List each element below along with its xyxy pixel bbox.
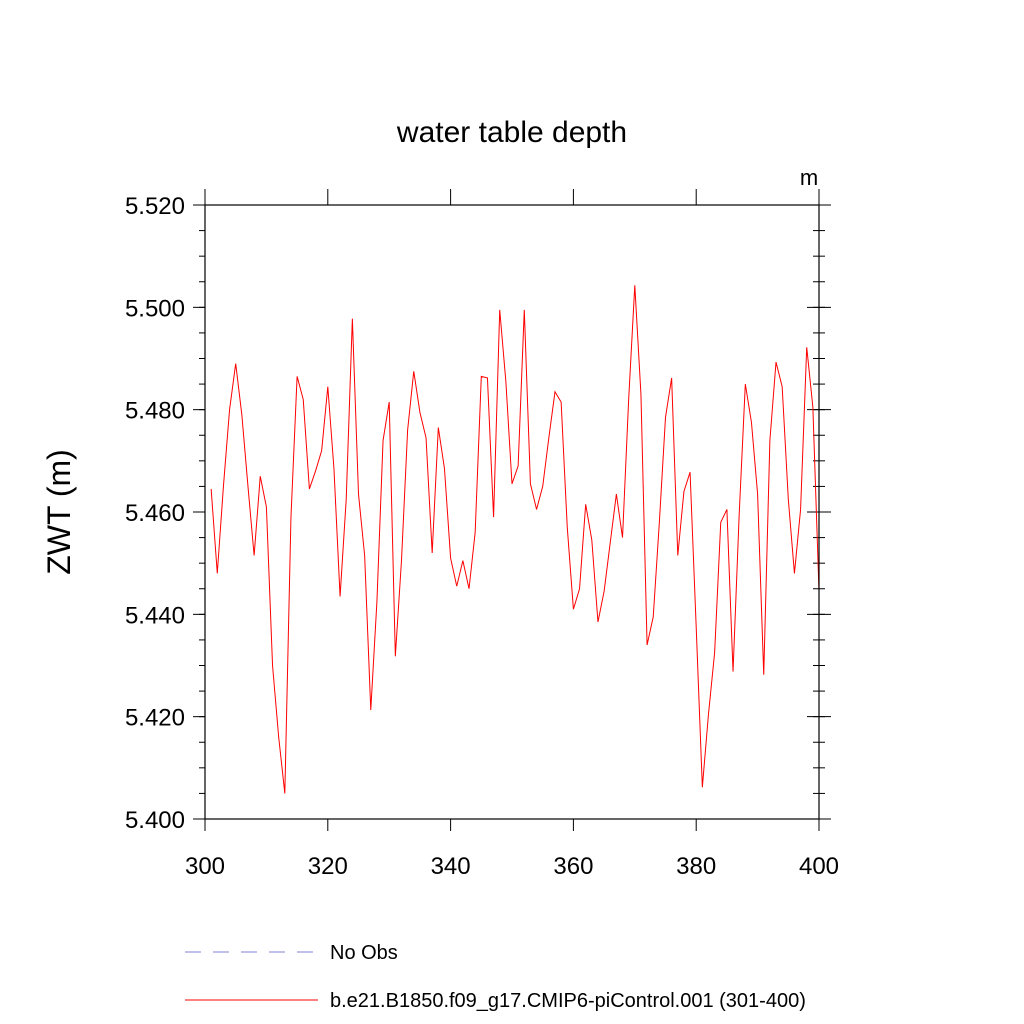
chart-title: water table depth <box>396 116 627 149</box>
y-tick-labels: 5.400 5.420 5.440 5.460 5.480 5.500 5.520 <box>125 193 185 834</box>
x-tick-label: 400 <box>799 853 839 880</box>
legend-label-no-obs: No Obs <box>330 942 398 964</box>
y-tick-label: 5.420 <box>125 705 185 732</box>
y-tick-label: 5.400 <box>125 807 185 834</box>
plot-frame <box>204 204 820 820</box>
x-tick-label: 300 <box>185 853 225 880</box>
y-tick-label: 5.460 <box>125 500 185 527</box>
legend-label-model-run: b.e21.B1850.f09_g17.CMIP6-piControl.001 … <box>330 990 806 1012</box>
y-tick-label: 5.480 <box>125 398 185 425</box>
x-tick-label: 360 <box>553 853 593 880</box>
y-axis-label: ZWT (m) <box>41 449 77 575</box>
units-label: m <box>800 165 818 190</box>
x-tick-label: 320 <box>308 853 348 880</box>
y-tick-label: 5.520 <box>125 193 185 220</box>
axis-ticks <box>193 189 831 831</box>
series-layer <box>210 285 820 794</box>
legend: No Obs b.e21.B1850.f09_g17.CMIP6-piContr… <box>185 942 806 1012</box>
series-line <box>210 285 820 794</box>
y-tick-label: 5.440 <box>125 602 185 629</box>
x-tick-labels: 300 320 340 360 380 400 <box>185 853 839 880</box>
x-tick-label: 380 <box>676 853 716 880</box>
y-tick-label: 5.500 <box>125 295 185 322</box>
x-tick-label: 340 <box>431 853 471 880</box>
